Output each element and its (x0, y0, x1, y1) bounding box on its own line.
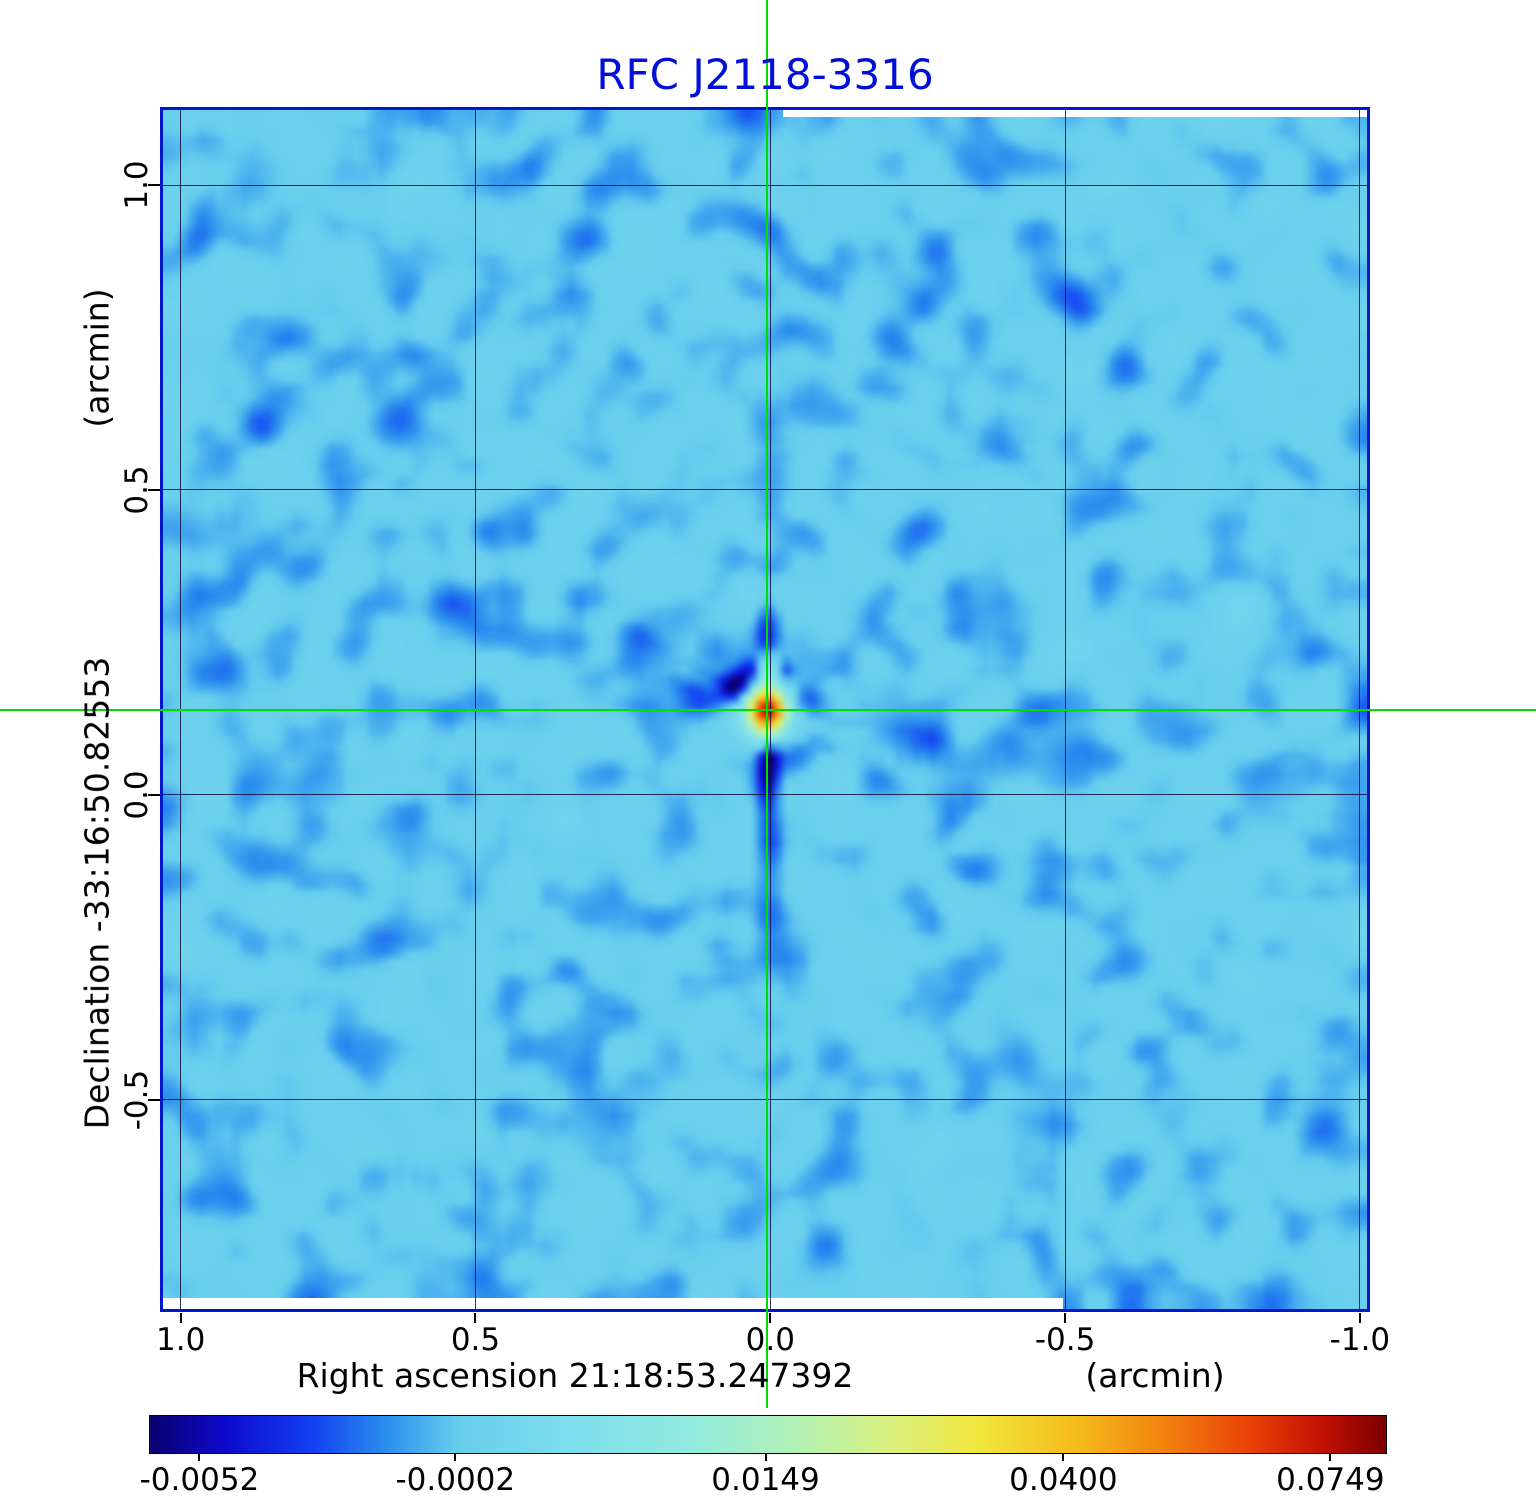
y-axis-tick-mark (148, 793, 160, 796)
chart-title: RFC J2118-3316 (596, 50, 934, 99)
grid-line-horizontal (163, 794, 1367, 796)
x-tick-label: 0.0 (745, 1322, 795, 1358)
grid-line-horizontal (163, 1099, 1367, 1101)
y-axis-tick-mark (148, 1098, 160, 1101)
y-axis-label: Declination -33:16:50.82553 (77, 656, 117, 1130)
map-edge-gap-top (783, 110, 1367, 117)
x-tick-label: -0.5 (1034, 1322, 1096, 1358)
colorbar-tick-label: -0.0002 (395, 1462, 516, 1498)
y-tick-label: 0.0 (119, 770, 155, 820)
colorbar-tick-mark (764, 1453, 767, 1461)
grid-line-horizontal (163, 489, 1367, 491)
colorbar (149, 1415, 1387, 1454)
y-axis-tick-mark (148, 184, 160, 186)
y-axis-tick-mark (148, 488, 160, 491)
colorbar-tick-label: 0.0749 (1276, 1462, 1385, 1498)
y-tick-label: 0.5 (119, 465, 155, 515)
grid-line-horizontal (163, 184, 1367, 186)
x-tick-label: 0.5 (450, 1322, 501, 1358)
colorbar-tick-label: 0.0400 (1009, 1462, 1118, 1498)
x-axis-tick-mark (179, 1313, 182, 1323)
map-edge-gap-bottom (163, 1298, 1063, 1309)
colorbar-tick-label: 0.0149 (711, 1462, 820, 1498)
crosshair-horizontal-line (0, 709, 1536, 712)
x-axis-tick-mark (1064, 1313, 1067, 1323)
x-axis-unit-label: (arcmin) (1085, 1356, 1225, 1395)
x-axis-tick-mark (1358, 1313, 1361, 1323)
y-axis-unit-label: (arcmin) (77, 288, 117, 428)
colorbar-tick-label: -0.0052 (139, 1462, 260, 1498)
x-tick-label: 1.0 (156, 1322, 206, 1358)
x-tick-label: -1.0 (1329, 1322, 1391, 1358)
crosshair-vertical-line (766, 0, 769, 1408)
colorbar-tick-mark (454, 1453, 457, 1461)
y-tick-label: 1.0 (119, 160, 155, 210)
x-axis-tick-mark (769, 1313, 772, 1323)
colorbar-tick-mark (1062, 1453, 1065, 1461)
colorbar-gradient-canvas (150, 1416, 1386, 1453)
colorbar-tick-mark (1329, 1453, 1332, 1461)
y-tick-label: -0.5 (119, 1069, 155, 1131)
colorbar-tick-mark (198, 1453, 201, 1461)
x-axis-tick-mark (474, 1313, 477, 1323)
x-axis-label: Right ascension 21:18:53.247392 (296, 1356, 854, 1395)
